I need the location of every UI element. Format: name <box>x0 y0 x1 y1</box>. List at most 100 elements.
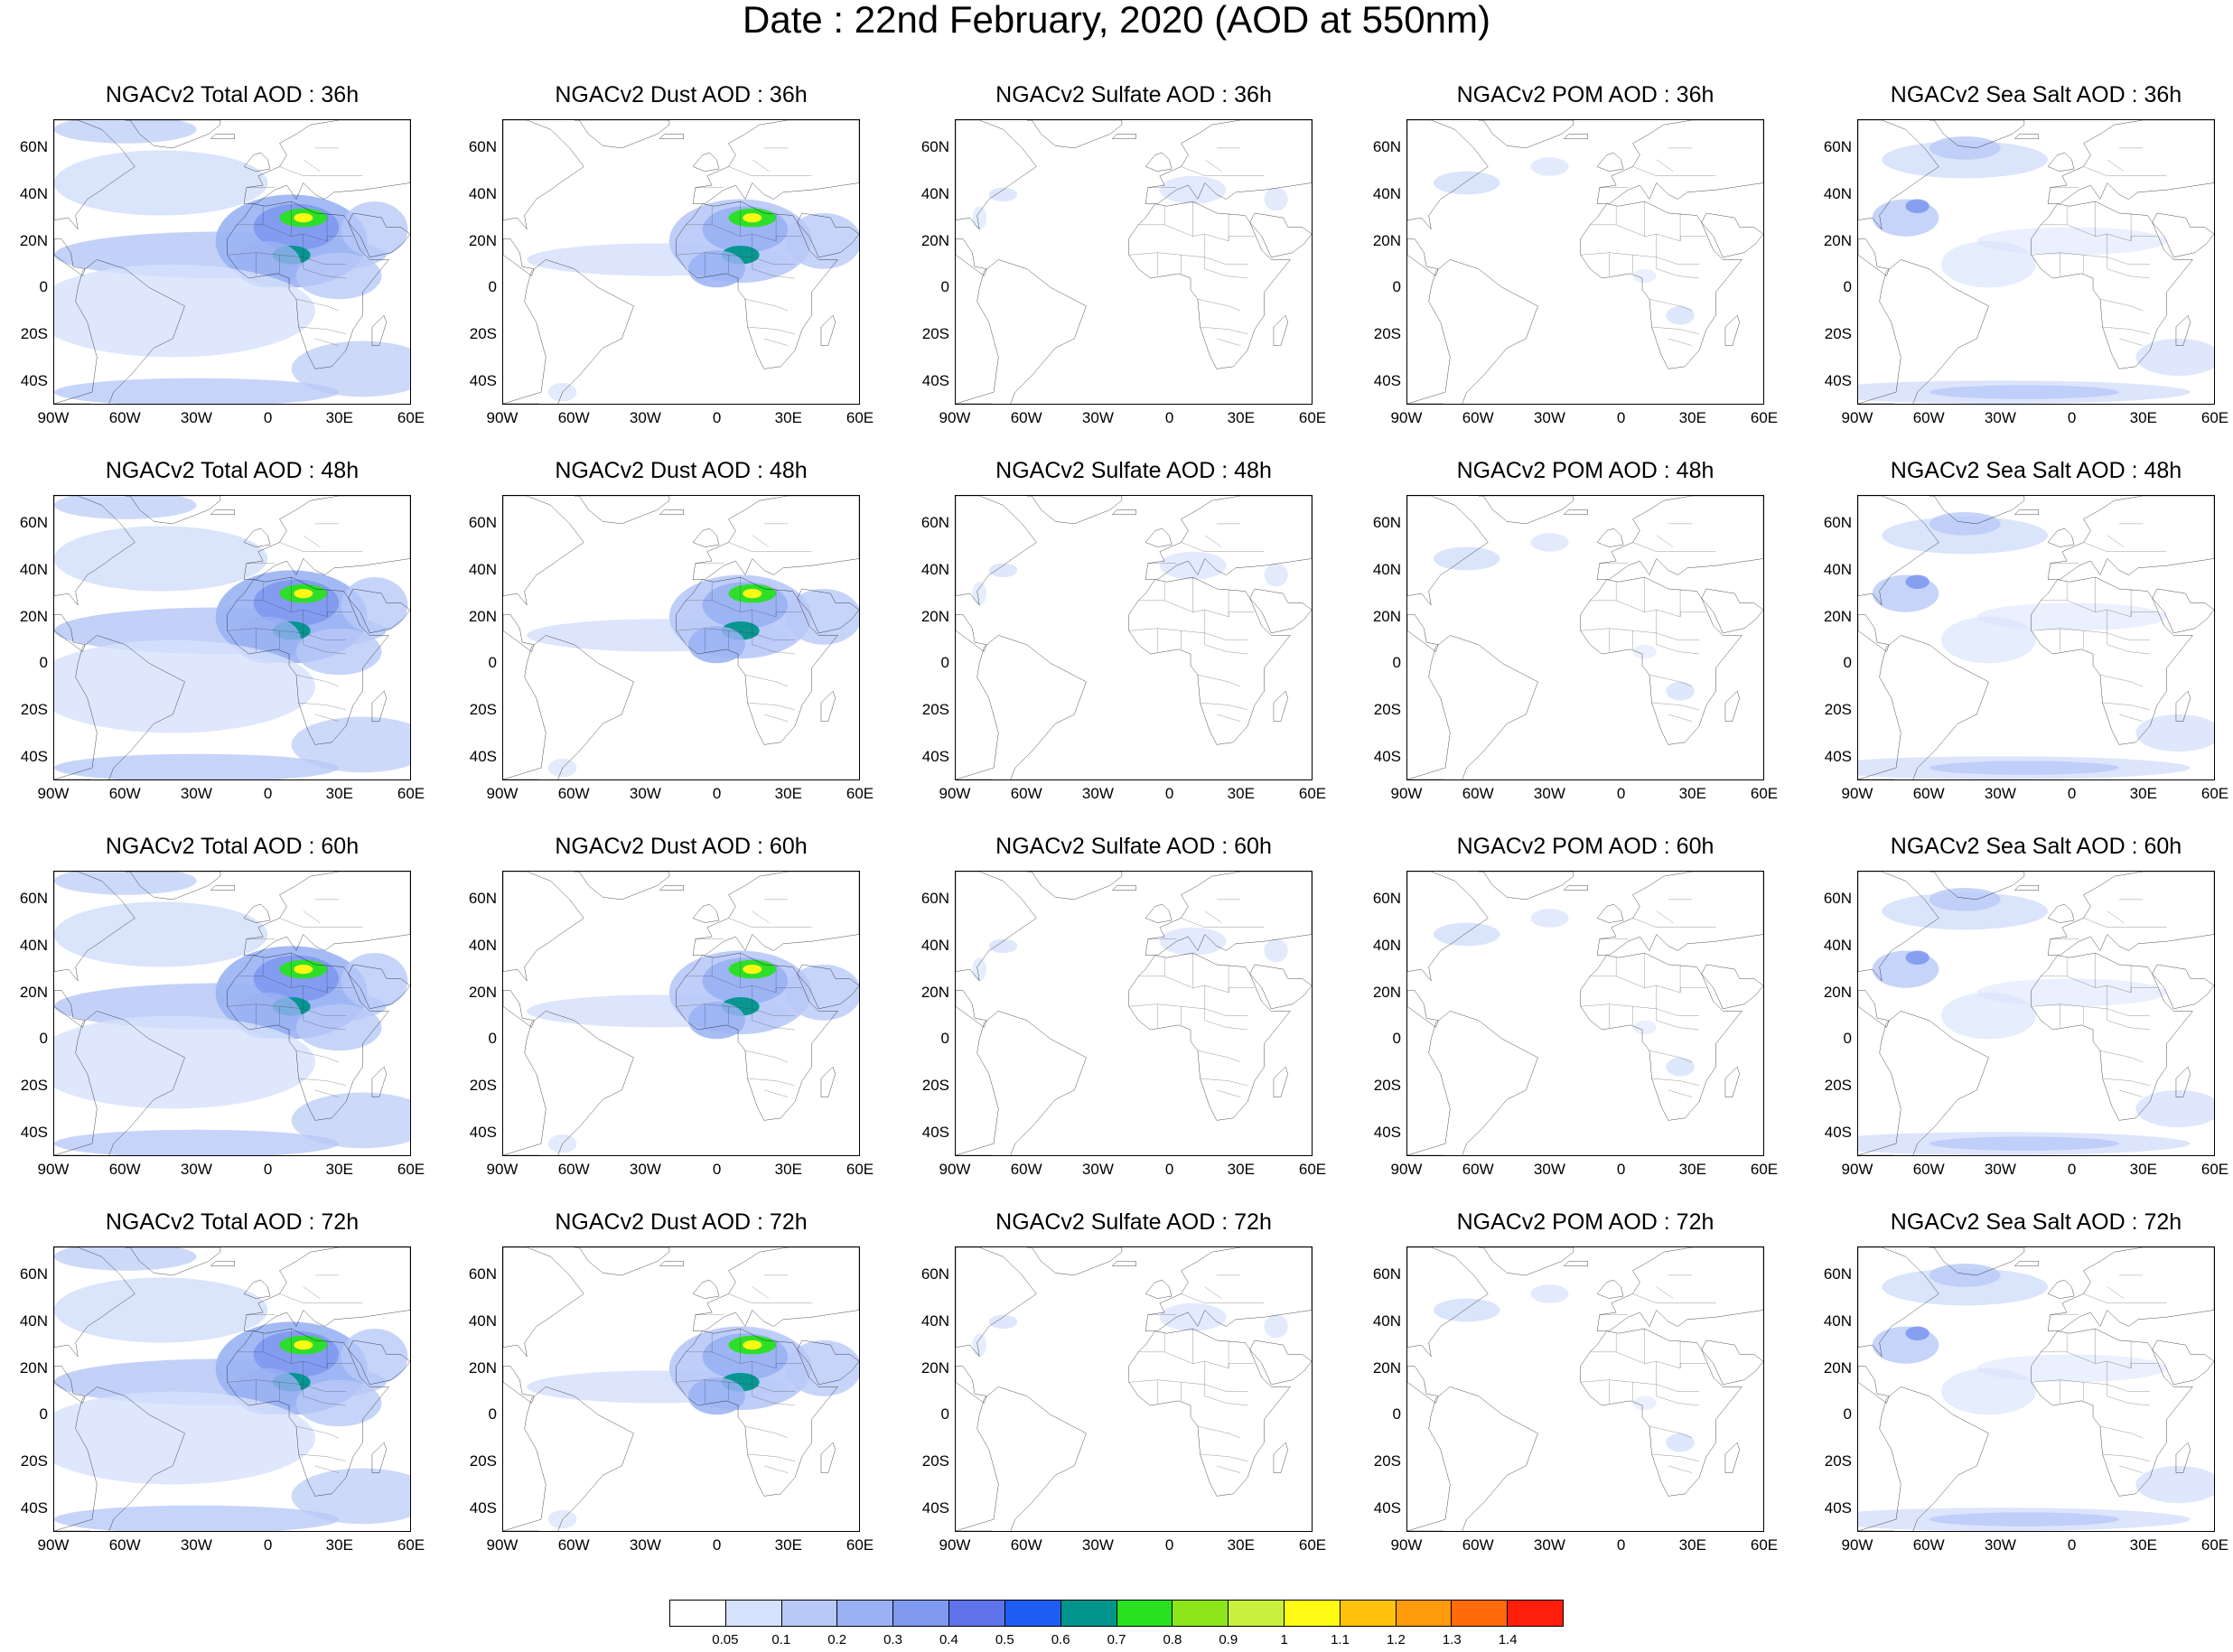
longitude-label: 30E <box>2129 785 2157 802</box>
latitude-label: 40N <box>1372 184 1401 202</box>
country-border <box>1652 1454 1700 1461</box>
country-border <box>2107 911 2124 923</box>
latitude-label: 60N <box>920 890 949 908</box>
coastline <box>244 120 410 204</box>
country-border <box>315 714 339 722</box>
latitude-label: 40N <box>1372 560 1401 578</box>
coastline <box>1145 904 1172 923</box>
country-border <box>745 1426 788 1438</box>
longitude-label: 90W <box>1841 409 1873 426</box>
coastline <box>693 904 719 923</box>
latitude-label: 20S <box>1373 1452 1401 1470</box>
panel-title: NGACv2 Sea Salt AOD : 72h <box>1890 1209 2182 1235</box>
coastline <box>1250 589 1312 633</box>
map-panel <box>53 495 411 780</box>
colorbar-tick-label: 1.3 <box>1442 1632 1462 1647</box>
aod-field <box>54 150 268 216</box>
longitude-label: 30W <box>1533 409 1565 426</box>
longitude-label: 90W <box>1841 1536 1873 1554</box>
coastline <box>1581 577 1742 744</box>
country-border <box>2084 918 2167 927</box>
coastline <box>1250 213 1312 257</box>
country-border <box>1198 675 1240 686</box>
latitude-label: 60N <box>920 1265 949 1283</box>
country-border <box>752 536 769 547</box>
latitude-label: 0 <box>39 1030 48 1048</box>
longitude-label: 0 <box>263 1536 273 1554</box>
latitude-label: 40N <box>468 936 497 954</box>
aod-field <box>743 588 762 599</box>
longitude-label: 0 <box>2067 409 2077 426</box>
colorbar-swatch <box>1173 1601 1229 1626</box>
aod-field <box>291 716 410 773</box>
longitude-label: 60E <box>2200 1536 2229 1554</box>
longitude-label: 60W <box>108 1161 141 1178</box>
latitude-label: 20S <box>1824 701 1852 719</box>
aod-field <box>54 1505 340 1531</box>
latitude-label: 40S <box>921 1499 949 1517</box>
longitude-label: 60E <box>846 409 874 426</box>
country-border <box>2107 234 2150 278</box>
country-border <box>2084 1293 2167 1302</box>
latitude-label: 60N <box>19 138 48 156</box>
latitude-label: 20N <box>920 607 949 625</box>
country-border <box>1201 1454 1248 1461</box>
aod-field <box>1940 1367 2036 1415</box>
latitude-label: 40N <box>920 1311 949 1330</box>
colorbar <box>669 1600 1564 1627</box>
longitude-label: 0 <box>712 785 722 802</box>
aod-field <box>291 341 410 397</box>
longitude-label: 90W <box>486 1161 519 1178</box>
aod-map <box>54 872 410 1155</box>
coastline <box>349 1340 410 1385</box>
coastline <box>1407 1247 1488 1357</box>
coastline <box>1581 1329 1742 1496</box>
country-border <box>764 1466 788 1473</box>
coastline <box>372 315 387 345</box>
country-border <box>1201 1078 1248 1086</box>
coastline <box>956 1386 1086 1531</box>
coastline <box>659 885 683 890</box>
aod-field <box>1632 1395 1657 1411</box>
coastline <box>2176 315 2191 345</box>
colorbar-tick-label: 0.1 <box>771 1632 791 1647</box>
country-border <box>752 1361 795 1405</box>
country-border <box>1657 610 1699 654</box>
country-border <box>304 911 320 923</box>
country-border <box>304 610 346 654</box>
coastline <box>677 1329 838 1496</box>
coastline <box>1407 120 1488 229</box>
country-border <box>1205 1287 1221 1299</box>
longitude-label: 0 <box>1164 1161 1174 1178</box>
longitude-label: 90W <box>1841 785 1873 802</box>
coastline <box>126 872 220 900</box>
longitude-label: 60E <box>2200 785 2229 802</box>
coastline <box>1858 1247 1939 1357</box>
aod-field <box>1264 187 1288 211</box>
country-border <box>299 1454 347 1461</box>
coastline <box>126 120 220 148</box>
aod-field <box>687 1002 745 1040</box>
latitude-label: 20N <box>920 231 949 249</box>
coastline <box>1129 577 1291 744</box>
longitude-label: 60E <box>1750 1161 1779 1178</box>
country-border <box>1182 542 1265 551</box>
aod-map <box>956 120 1312 404</box>
longitude-label: 30W <box>1081 409 1114 426</box>
colorbar-tick-label: 0.8 <box>1163 1632 1182 1647</box>
aod-field <box>1433 1298 1500 1322</box>
aod-field <box>2135 714 2214 752</box>
latitude-label: 20S <box>1373 1077 1401 1095</box>
aod-map <box>503 120 859 404</box>
coastline <box>1725 315 1740 345</box>
coastline <box>1858 1011 1988 1155</box>
coastline <box>503 1386 633 1531</box>
coastline <box>1929 496 2024 524</box>
panel-title: NGACv2 POM AOD : 36h <box>1456 82 1714 107</box>
country-border <box>1129 253 1247 265</box>
longitude-label: 30W <box>1081 1161 1114 1178</box>
latitude-label: 20N <box>468 231 497 249</box>
colorbar-swatch <box>949 1601 1005 1626</box>
panel-title: NGACv2 Total AOD : 36h <box>105 82 360 107</box>
aod-map <box>503 872 859 1155</box>
